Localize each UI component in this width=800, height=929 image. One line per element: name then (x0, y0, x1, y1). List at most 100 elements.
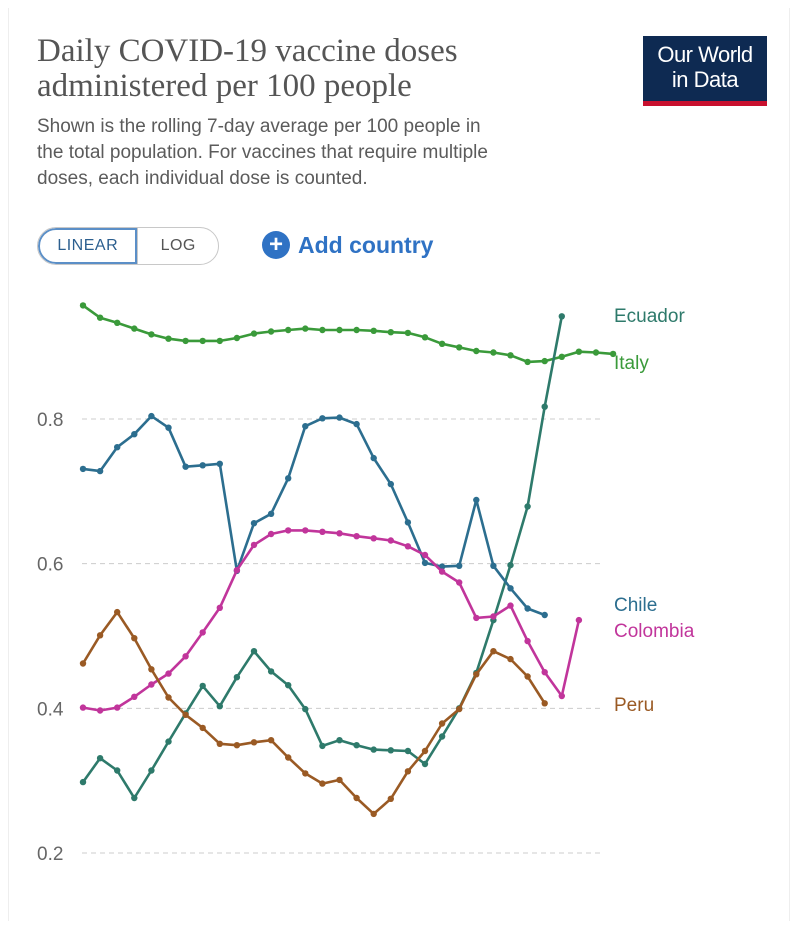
owid-logo[interactable]: Our World in Data (643, 36, 767, 106)
data-point-colombia (114, 704, 121, 711)
data-point-ecuador (285, 682, 292, 689)
chart-card (8, 8, 790, 921)
data-point-italy (148, 331, 155, 338)
data-point-peru (490, 648, 497, 655)
data-point-italy (319, 326, 326, 334)
data-point-chile (131, 431, 138, 438)
data-point-ecuador (114, 767, 121, 774)
data-point-italy (507, 352, 514, 359)
data-point-peru (96, 632, 104, 639)
data-point-chile (148, 412, 155, 420)
series-label-ecuador: Ecuador (614, 306, 685, 327)
data-point-chile (473, 496, 480, 504)
data-point-chile (490, 562, 497, 569)
data-point-peru (165, 694, 172, 701)
data-point-ecuador (353, 742, 360, 749)
data-point-colombia (370, 535, 377, 542)
data-point-italy (370, 327, 377, 334)
subtitle-line-2: the total population. For vaccines that … (37, 142, 488, 163)
data-point-chile (165, 424, 172, 431)
data-point-colombia (558, 692, 565, 700)
data-point-ecuador (199, 682, 206, 690)
data-point-ecuador (233, 674, 241, 681)
data-point-italy (353, 326, 360, 334)
data-point-italy (592, 349, 600, 356)
data-point-ecuador (96, 755, 104, 762)
data-point-peru (79, 660, 87, 667)
data-point-italy (456, 344, 463, 351)
y-tick-label: 0.6 (37, 555, 63, 576)
scale-toggle: LINEAR LOG (37, 227, 219, 265)
data-point-chile (319, 415, 326, 422)
data-point-chile (438, 563, 446, 570)
data-point-peru (404, 768, 412, 775)
data-point-italy (609, 350, 617, 358)
data-point-peru (507, 655, 514, 663)
subtitle-line-1: Shown is the rolling 7-day average per 1… (37, 116, 481, 137)
data-point-italy (233, 334, 241, 342)
data-point-italy (524, 358, 531, 366)
data-point-italy (490, 349, 497, 356)
data-point-peru (233, 742, 241, 749)
data-point-chile (336, 414, 343, 421)
data-point-peru (370, 810, 377, 818)
data-point-colombia (79, 704, 87, 711)
linear-scale-button[interactable]: LINEAR (38, 228, 138, 264)
data-point-chile (404, 519, 412, 526)
data-point-italy (250, 330, 258, 337)
series-line-italy (82, 304, 614, 364)
data-point-ecuador (507, 561, 514, 569)
data-point-italy (79, 302, 87, 309)
subtitle-line-3: doses, each individual dose is counted. (37, 168, 368, 189)
data-point-colombia (575, 616, 583, 624)
data-point-italy (387, 329, 394, 336)
series-line-colombia (82, 529, 581, 712)
data-point-colombia (336, 530, 343, 537)
data-point-peru (438, 720, 446, 727)
chart-subtitle: Shown is the rolling 7-day average per 1… (37, 114, 597, 192)
data-point-peru (456, 705, 463, 713)
data-point-peru (541, 700, 548, 707)
data-point-colombia (199, 629, 206, 636)
data-point-italy (96, 314, 104, 321)
data-point-italy (216, 337, 223, 345)
data-point-italy (165, 335, 172, 342)
data-point-chile (524, 605, 531, 612)
data-point-colombia (421, 551, 429, 559)
data-point-ecuador (336, 737, 343, 744)
data-point-chile (285, 475, 292, 482)
data-point-colombia (473, 614, 480, 622)
data-point-chile (421, 559, 429, 567)
y-tick-label: 0.2 (37, 844, 63, 865)
data-point-colombia (250, 541, 258, 549)
data-point-ecuador (541, 403, 548, 410)
log-scale-button[interactable]: LOG (137, 228, 218, 264)
data-point-colombia (387, 537, 394, 544)
data-point-peru (421, 747, 429, 755)
add-country-label: Add country (298, 231, 434, 258)
data-point-italy (114, 319, 121, 326)
data-point-ecuador (319, 742, 326, 750)
data-point-ecuador (79, 778, 87, 786)
data-point-ecuador (524, 503, 531, 510)
data-point-ecuador (404, 747, 412, 755)
data-point-chile (353, 420, 360, 428)
data-point-italy (267, 328, 275, 335)
data-point-colombia (353, 533, 360, 540)
data-point-colombia (233, 567, 241, 574)
chart-title: Daily COVID-19 vaccine doses administere… (37, 34, 597, 104)
series-line-peru (81, 610, 546, 816)
logo-line-1: Our World (657, 42, 753, 67)
data-point-peru (473, 671, 480, 678)
series-label-colombia: Colombia (614, 621, 695, 642)
data-point-chile (182, 463, 189, 470)
add-country-button[interactable]: + Add country (262, 229, 433, 261)
data-point-peru (114, 608, 121, 616)
data-point-ecuador (131, 794, 138, 802)
data-point-peru (267, 737, 275, 744)
data-point-ecuador (370, 746, 377, 753)
data-point-chile (114, 444, 121, 451)
data-point-peru (182, 711, 189, 718)
series-label-italy: Italy (614, 353, 649, 374)
